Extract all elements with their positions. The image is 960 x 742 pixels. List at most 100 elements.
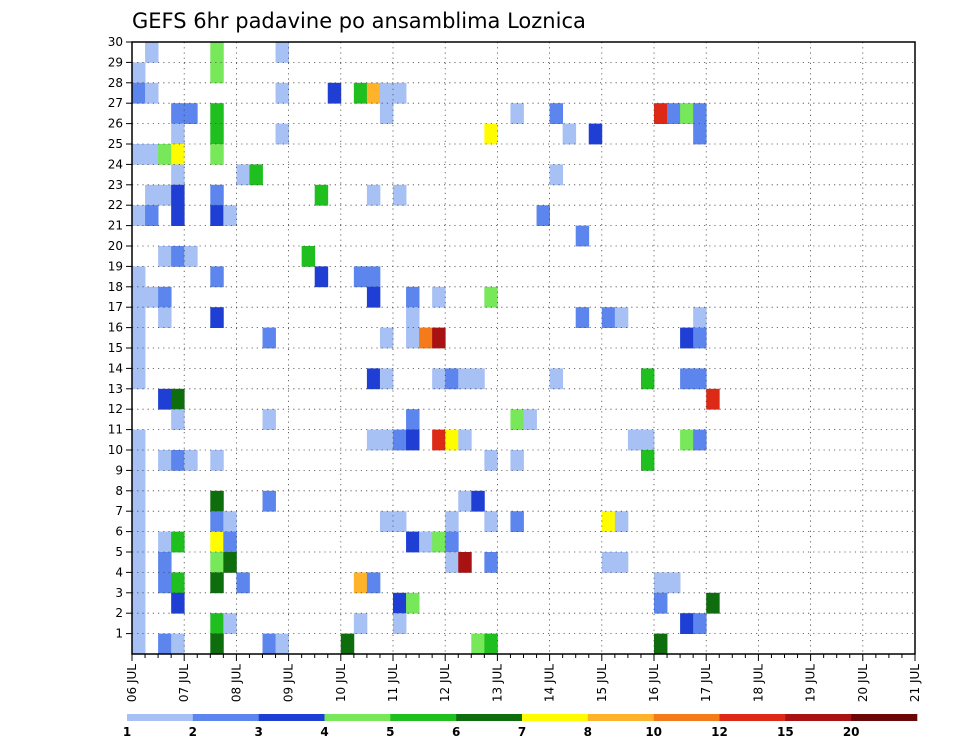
precip-cell [366,184,381,206]
precip-cell [132,266,146,288]
y-tick-label: 11 [108,423,123,437]
precip-cell [223,531,237,553]
precip-cell [406,409,420,430]
precip-cell [379,368,394,390]
precip-cell [406,327,420,349]
precip-cell [210,123,224,145]
precip-cell [145,184,159,206]
precip-cell [132,450,146,471]
precip-cell [379,511,394,532]
precip-cell [536,205,550,226]
legend-swatch [522,714,589,721]
precip-cell [510,450,524,471]
x-tick-label: 21 JUL [908,664,922,702]
precip-cell [575,225,590,247]
precip-cell [445,368,459,390]
legend-label: 12 [711,725,728,739]
precip-cell [366,572,381,594]
precip-cell [249,164,263,186]
precip-cell [680,327,694,349]
y-tick-label: 6 [115,525,123,539]
y-tick-label: 4 [115,565,123,579]
x-tick-label: 08 JUL [229,664,243,702]
precip-cell [158,633,172,655]
precip-cell [393,511,407,532]
precip-cell [210,490,224,512]
x-tick-label: 15 JUL [595,664,609,702]
precip-cell [667,572,681,594]
x-tick-label: 10 JUL [334,664,348,702]
legend-swatch [456,714,523,721]
precip-cell [680,368,694,390]
precip-cell [601,511,616,532]
precip-cell [132,633,146,655]
y-tick-label: 10 [108,443,123,457]
x-tick-label: 20 JUL [856,664,870,702]
precip-cell [366,368,381,390]
precip-cell [210,633,224,655]
precip-cell [471,368,485,390]
precip-cell [614,511,629,532]
precip-cell [132,286,146,308]
precip-cell [523,409,537,430]
precip-cell [210,552,224,573]
y-tick-label: 20 [108,239,123,253]
precip-cell [445,429,459,451]
precip-cell [654,572,668,594]
precip-cell [171,164,185,186]
precip-cell [210,572,224,594]
precip-cell [171,531,185,553]
x-tick-label: 18 JUL [751,664,765,702]
legend-swatch [390,714,457,721]
legend-swatch [653,714,720,721]
precip-cell [275,42,289,63]
x-tick-label: 06 JUL [125,664,139,702]
precip-cell [132,429,146,451]
precip-cell [379,82,394,104]
precip-cell [210,103,224,124]
precip-cell [132,552,146,573]
legend-swatch [785,714,852,721]
precip-cell [158,286,172,308]
x-tick-label: 14 JUL [543,664,557,702]
precip-cell [393,592,407,614]
precip-cell [406,307,420,328]
legend-label: 4 [320,725,328,739]
precip-cell [680,429,694,451]
chart-title: GEFS 6hr padavine po ansamblima Loznica [132,9,586,33]
precip-cell [353,572,368,594]
precipitation-cells [132,42,720,655]
precip-cell [353,266,368,288]
precip-cell [132,368,146,390]
precip-cell [484,450,498,471]
precip-cell [406,429,420,451]
precip-cell [693,327,707,349]
precip-cell [210,205,224,226]
precip-cell [693,429,707,451]
precip-cell [275,633,289,655]
precip-cell [393,82,407,104]
precip-cell [640,368,655,390]
legend-swatch [587,714,654,721]
precip-cell [171,633,185,655]
precip-cell [693,123,707,145]
precip-cell [484,552,498,573]
precip-cell [366,286,381,308]
x-tick-label: 12 JUL [438,664,452,702]
y-tick-label: 8 [115,484,123,498]
precip-cell [210,613,224,634]
precip-cell [210,450,224,471]
precip-cell [210,531,224,553]
precip-cell [393,613,407,634]
precip-cell [275,82,289,104]
precip-cell [184,103,198,124]
precip-cell [158,450,172,471]
precip-cell [693,613,707,634]
precip-cell [223,511,237,532]
precip-cell [145,82,159,104]
x-tick-label: 11 JUL [386,664,400,702]
y-tick-label: 5 [115,545,123,559]
precip-cell [393,184,407,206]
precip-cell [210,511,224,532]
precip-cell [379,327,394,349]
